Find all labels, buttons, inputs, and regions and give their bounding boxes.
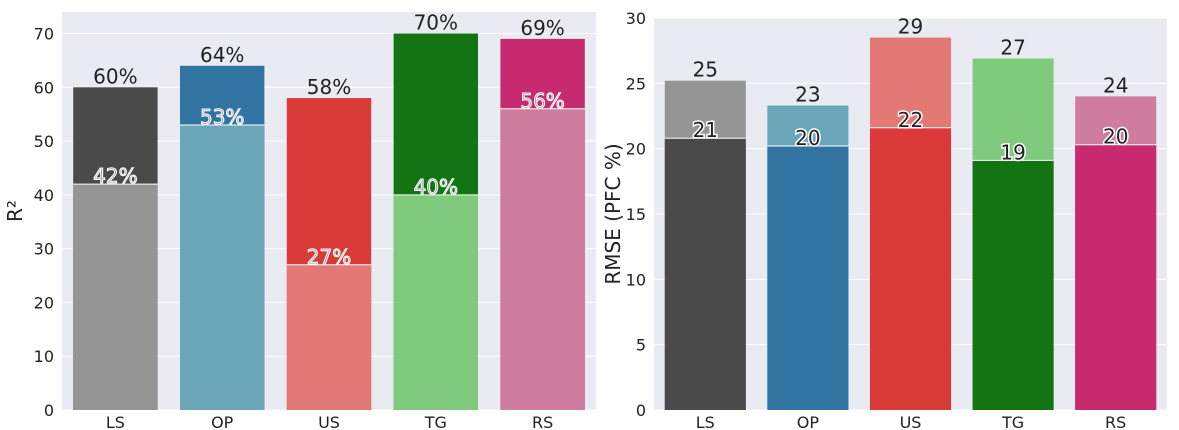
data-label-top: 69% <box>520 16 564 40</box>
data-label-inner-outline: 21 <box>693 118 718 142</box>
y-tick-label: 25 <box>626 74 646 93</box>
data-label-inner-outline: 20 <box>795 126 820 150</box>
x-tick-label: LS <box>696 413 715 430</box>
bar-tg-series-1 <box>393 194 478 410</box>
data-label-inner: 56% <box>520 89 564 113</box>
bar-rs-series-1 <box>1075 144 1157 410</box>
x-tick-label: TG <box>424 413 447 430</box>
y-tick-label: 0 <box>636 401 646 420</box>
y-tick-label: 0 <box>44 401 54 420</box>
bar-rs-series-1 <box>500 108 585 410</box>
y-tick-label: 30 <box>626 9 646 28</box>
bar-tg-series-1 <box>972 160 1054 410</box>
bar-ls-series-1 <box>664 138 746 411</box>
data-label-inner: 20 <box>795 126 820 150</box>
data-label-inner: 40% <box>414 175 458 199</box>
data-label-inner: 21 <box>693 118 718 142</box>
data-label-top: 27 <box>1000 36 1025 60</box>
y-tick-label: 50 <box>34 132 54 151</box>
data-label-inner-outline: 19 <box>1000 140 1025 164</box>
data-label-inner: 42% <box>93 164 137 188</box>
data-label-inner-outline: 20 <box>1103 125 1128 149</box>
y-tick-label: 40 <box>34 186 54 205</box>
data-label-top: 60% <box>93 64 137 88</box>
x-tick-label: US <box>900 413 922 430</box>
y-tick-label: 30 <box>34 240 54 259</box>
data-label-top: 24 <box>1103 73 1128 97</box>
data-label-top: 25 <box>693 58 718 82</box>
x-tick-label: OP <box>211 413 234 430</box>
data-label-inner: 19 <box>1000 140 1025 164</box>
data-label-top: 64% <box>200 43 244 67</box>
bar-op-series-1 <box>767 146 849 410</box>
y-tick-label: 5 <box>636 336 646 355</box>
y-tick-label: 20 <box>626 140 646 159</box>
data-label-top: 29 <box>898 15 923 39</box>
y-tick-label: 10 <box>626 270 646 289</box>
data-label-top: 70% <box>414 11 458 35</box>
bar-us-series-1 <box>286 264 372 410</box>
data-label-inner: 53% <box>200 105 244 129</box>
y-axis-label: RMSE (PFC %) <box>601 143 625 284</box>
r2-chart: 0 10 20 30 40 50 60 70 R² 60% 64% 58% 70% 69% 42% 53% 27… <box>3 11 596 430</box>
bar-op-series-1 <box>180 124 265 410</box>
x-tick-label: RS <box>532 413 553 430</box>
x-tick-label: US <box>318 413 340 430</box>
data-label-inner: 20 <box>1103 125 1128 149</box>
y-tick-label: 15 <box>626 205 646 224</box>
y-tick-label: 70 <box>34 25 54 44</box>
data-label-inner-outline: 22 <box>898 108 923 132</box>
x-tick-label: TG <box>1001 413 1024 430</box>
x-tick-label: RS <box>1105 413 1126 430</box>
bar-ls-series-1 <box>73 184 158 410</box>
y-tick-label: 60 <box>34 78 54 97</box>
data-label-top: 58% <box>307 75 351 99</box>
x-tick-label: OP <box>797 413 820 430</box>
y-axis-label: R² <box>3 200 27 222</box>
data-label-inner: 22 <box>898 108 923 132</box>
y-tick-label: 10 <box>34 347 54 366</box>
data-label-inner: 27% <box>307 245 351 269</box>
bar-us-series-1 <box>869 127 952 410</box>
x-tick-label: LS <box>106 413 125 430</box>
y-tick-label: 20 <box>34 293 54 312</box>
data-label-top: 23 <box>795 83 820 107</box>
